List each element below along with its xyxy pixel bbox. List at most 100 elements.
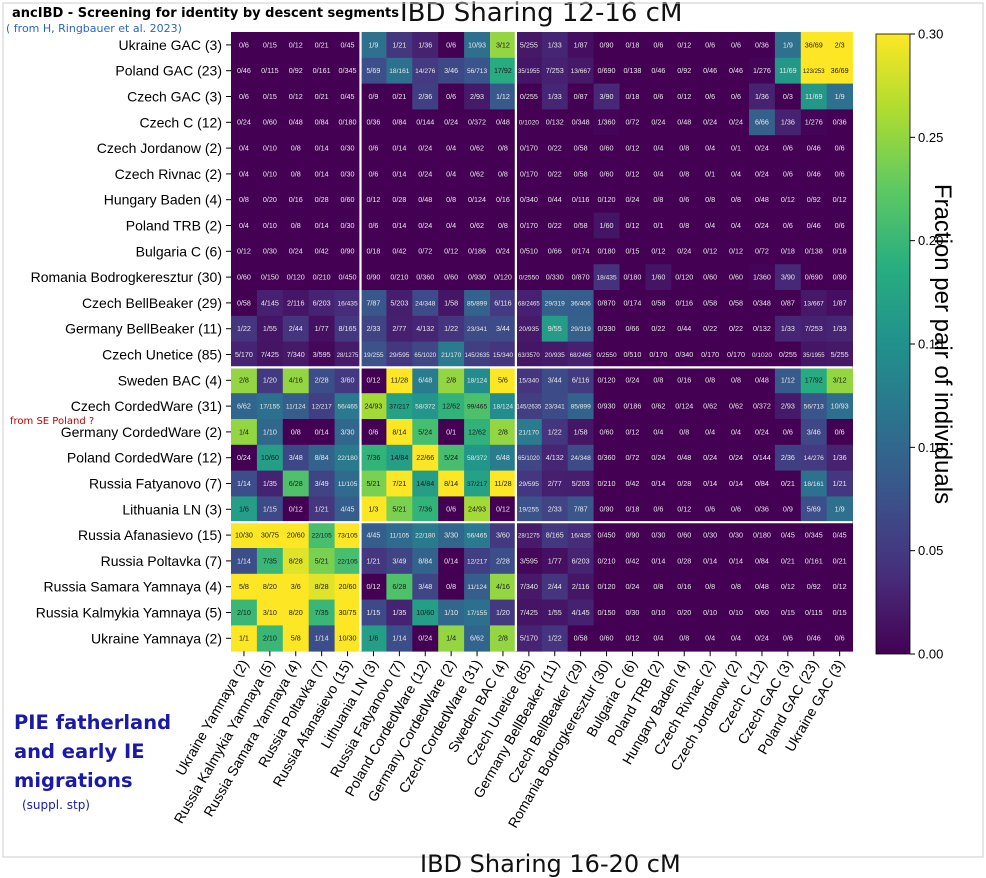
cell-label: 0/12 xyxy=(366,195,380,204)
heatmap-cell xyxy=(334,470,361,497)
heatmap-cell xyxy=(438,496,465,523)
cell-label: 1/9 xyxy=(368,40,378,49)
heatmap-cell xyxy=(515,341,543,368)
heatmap-cell xyxy=(308,573,335,600)
cell-label: 2/8 xyxy=(239,376,249,385)
heatmap-cell xyxy=(282,315,310,342)
cell-label: 0/6 xyxy=(446,40,456,49)
cell-label: 0/14 xyxy=(703,556,717,565)
header-source: ( from H, Ringbauer et al. 2023) xyxy=(6,22,182,35)
colorbar-tick-label: 0.00 xyxy=(918,647,943,662)
cell-label: 0/6 xyxy=(653,40,663,49)
heatmap-cell xyxy=(593,548,620,575)
heatmap-cell xyxy=(697,135,724,162)
heatmap-cell xyxy=(749,290,776,317)
cell-label: 0/60 xyxy=(600,427,614,436)
heatmap-cell xyxy=(412,32,439,59)
heatmap-cell xyxy=(567,625,594,652)
heatmap-cell xyxy=(490,522,517,549)
cell-label: 0/30 xyxy=(703,531,717,540)
cell-label: 3/90 xyxy=(781,273,795,282)
heatmap-cell xyxy=(723,444,750,471)
heatmap-cell xyxy=(541,32,569,59)
cell-label: 1/9 xyxy=(783,40,793,49)
heatmap-cell xyxy=(749,393,776,420)
heatmap-cell xyxy=(490,599,517,626)
heatmap-cell xyxy=(567,238,594,265)
heatmap-cell xyxy=(800,161,828,188)
heatmap-cell xyxy=(412,599,439,626)
heatmap-cell xyxy=(749,238,776,265)
cell-label: 20/935 xyxy=(545,352,566,359)
cell-label: 0/24 xyxy=(755,144,769,153)
heatmap-cell xyxy=(308,212,335,239)
cell-label: 0/115 xyxy=(805,608,822,617)
heatmap-cell xyxy=(360,573,387,600)
cell-label: 0/12 xyxy=(781,582,795,591)
heatmap-cell xyxy=(412,444,439,471)
cell-label: 3/90 xyxy=(600,92,614,101)
cell-label: 3/12 xyxy=(833,376,847,385)
heatmap-cell xyxy=(593,238,620,265)
cell-label: 0/46 xyxy=(807,634,821,643)
cell-label: 10/60 xyxy=(261,453,279,462)
heatmap-cell xyxy=(723,315,750,342)
row-label: Russia Fatyanovo (7) xyxy=(89,476,222,492)
cell-label: 8/14 xyxy=(392,427,406,436)
heatmap-cell xyxy=(256,186,284,213)
heatmap-cell xyxy=(697,470,724,497)
heatmap-cell xyxy=(593,470,620,497)
cell-label: 0/90 xyxy=(625,531,639,540)
heatmap-cell xyxy=(231,238,258,265)
cell-label: 3/12 xyxy=(496,40,510,49)
cell-label: 0/60 xyxy=(600,144,614,153)
cell-label: 0/138 xyxy=(805,247,823,256)
heatmap-cell xyxy=(567,599,594,626)
cell-label: 0/4 xyxy=(731,634,741,643)
heatmap-cell xyxy=(464,470,491,497)
cell-label: 0/62 xyxy=(470,169,484,178)
colorbar-tick-label: 0.20 xyxy=(918,233,943,248)
cell-label: 8/14 xyxy=(444,479,458,488)
row-label: Germany CordedWare (2) xyxy=(61,424,222,440)
heatmap-cell xyxy=(308,419,335,446)
cell-label: 0/18 xyxy=(366,247,380,256)
cell-label: 5/203 xyxy=(572,479,590,488)
cell-label: 0/90 xyxy=(366,273,380,282)
heatmap-cell xyxy=(386,393,413,420)
heatmap-cell xyxy=(438,393,465,420)
cell-label: 0/6 xyxy=(783,221,793,230)
heatmap-cell xyxy=(360,393,387,420)
heatmap-cell xyxy=(567,470,594,497)
cell-label: 0/8 xyxy=(653,376,663,385)
cell-label: 3/44 xyxy=(496,324,510,333)
cell-label: 1/33 xyxy=(781,324,795,333)
cell-label: 0/16 xyxy=(289,195,303,204)
heatmap-cell xyxy=(567,83,594,110)
heatmap-cell xyxy=(800,57,828,84)
cell-label: 68/2465 xyxy=(518,301,540,307)
heatmap-cell xyxy=(386,470,413,497)
heatmap-cell xyxy=(256,32,284,59)
heatmap-cell xyxy=(282,32,310,59)
cell-label: 11/69 xyxy=(805,92,822,101)
cell-label: 7/253 xyxy=(546,66,564,75)
heatmap-cell xyxy=(593,625,620,652)
row-label: Russia Poltavka (7) xyxy=(101,553,222,569)
cell-label: 1/20 xyxy=(263,376,277,385)
cell-label: 0/14 xyxy=(444,556,458,565)
heatmap-cell xyxy=(308,32,335,59)
cell-label: 0/20 xyxy=(263,195,277,204)
cell-label: 2/93 xyxy=(781,402,795,411)
heatmap-cell xyxy=(231,57,258,84)
cell-label: 30/75 xyxy=(339,608,357,617)
cell-label: 30/75 xyxy=(261,531,279,540)
heatmap-cell xyxy=(464,393,491,420)
cell-label: 0/12 xyxy=(625,169,639,178)
heatmap-cell xyxy=(334,83,361,110)
cell-label: 5/170 xyxy=(520,634,538,643)
cell-label: 12/217 xyxy=(312,404,333,411)
heatmap-cell xyxy=(256,161,284,188)
heatmap-cell xyxy=(334,599,361,626)
heatmap-cell xyxy=(619,212,646,239)
